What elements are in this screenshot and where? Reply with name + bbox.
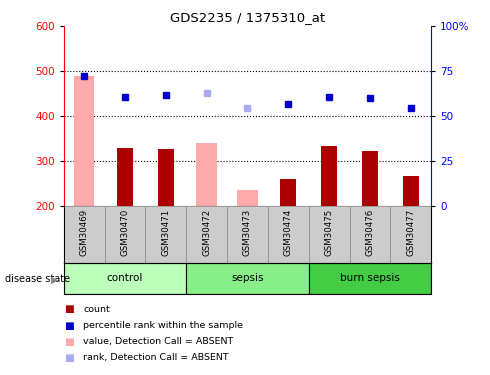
Text: GSM30473: GSM30473 xyxy=(243,209,252,256)
Bar xyxy=(280,179,296,206)
Bar xyxy=(117,148,133,206)
Text: burn sepsis: burn sepsis xyxy=(340,273,400,284)
Bar xyxy=(309,262,431,294)
Bar xyxy=(268,206,309,262)
Text: ■: ■ xyxy=(64,337,74,346)
Text: ■: ■ xyxy=(64,353,74,363)
Text: rank, Detection Call = ABSENT: rank, Detection Call = ABSENT xyxy=(83,353,229,362)
Bar xyxy=(196,143,217,206)
Bar xyxy=(186,206,227,262)
Bar xyxy=(403,176,419,206)
Text: sepsis: sepsis xyxy=(231,273,264,284)
Text: control: control xyxy=(107,273,143,284)
Text: GSM30475: GSM30475 xyxy=(324,209,334,256)
Text: percentile rank within the sample: percentile rank within the sample xyxy=(83,321,244,330)
Bar xyxy=(362,151,378,206)
Bar xyxy=(158,148,174,206)
Text: value, Detection Call = ABSENT: value, Detection Call = ABSENT xyxy=(83,337,234,346)
Bar xyxy=(391,206,431,262)
Bar xyxy=(64,206,104,262)
Bar xyxy=(64,262,186,294)
Bar xyxy=(309,206,349,262)
Bar xyxy=(74,76,94,206)
Text: count: count xyxy=(83,305,110,314)
Text: GSM30477: GSM30477 xyxy=(406,209,416,256)
Bar xyxy=(321,146,337,206)
Bar xyxy=(227,206,268,262)
Text: GSM30472: GSM30472 xyxy=(202,209,211,256)
Text: GSM30476: GSM30476 xyxy=(366,209,374,256)
Text: ▶: ▶ xyxy=(51,274,59,284)
Bar xyxy=(146,206,186,262)
Text: GSM30471: GSM30471 xyxy=(161,209,171,256)
Bar xyxy=(186,262,309,294)
Title: GDS2235 / 1375310_at: GDS2235 / 1375310_at xyxy=(170,11,325,24)
Text: ■: ■ xyxy=(64,321,74,330)
Bar xyxy=(349,206,391,262)
Text: GSM30470: GSM30470 xyxy=(121,209,129,256)
Text: ■: ■ xyxy=(64,304,74,314)
Bar xyxy=(104,206,146,262)
Text: GSM30474: GSM30474 xyxy=(284,209,293,256)
Bar xyxy=(237,190,258,206)
Text: GSM30469: GSM30469 xyxy=(79,209,89,256)
Text: disease state: disease state xyxy=(5,274,70,284)
